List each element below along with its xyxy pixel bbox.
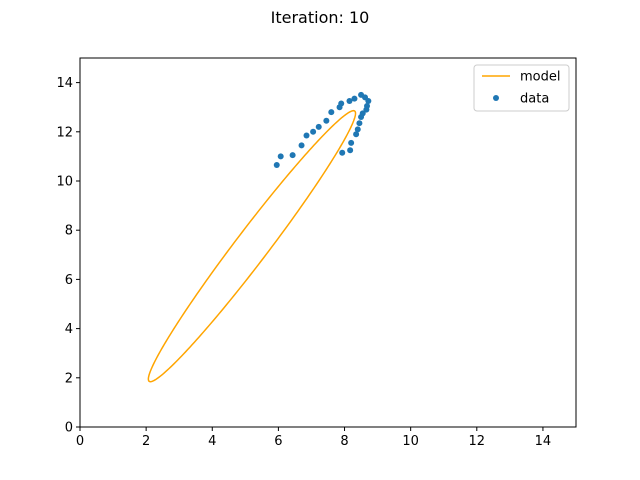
- y-tick-label: 12: [56, 125, 73, 140]
- data-point: [351, 95, 358, 102]
- x-tick-label: 14: [535, 434, 552, 449]
- legend: model data: [473, 64, 570, 112]
- y-axis-ticks: 0 2 4 6 8 10 12 14: [56, 76, 80, 436]
- data-point: [303, 132, 310, 139]
- axes-frame: [79, 57, 577, 428]
- x-tick-label: 6: [274, 434, 282, 449]
- legend-data-label: data: [520, 92, 549, 107]
- data-point: [363, 106, 370, 113]
- model-curve: [147, 109, 357, 383]
- y-tick-label: 0: [65, 421, 73, 436]
- data-point: [365, 98, 372, 105]
- data-point: [354, 126, 361, 133]
- y-tick-label: 6: [65, 273, 73, 288]
- y-tick-label: 10: [56, 175, 73, 190]
- data-point: [273, 162, 280, 169]
- data-point: [358, 114, 365, 121]
- data-point: [356, 120, 363, 127]
- y-tick-label: 2: [65, 371, 73, 386]
- data-point: [323, 117, 330, 124]
- x-tick-label: 8: [340, 434, 348, 449]
- y-tick-label: 8: [65, 224, 73, 239]
- data-point: [277, 153, 284, 160]
- x-tick-label: 0: [76, 434, 84, 449]
- data-point: [348, 139, 355, 146]
- data-point: [353, 131, 360, 138]
- y-tick-label: 4: [65, 322, 73, 337]
- data-points: [273, 91, 372, 169]
- chart-title: Iteration: 10: [271, 8, 370, 27]
- x-tick-label: 2: [142, 434, 150, 449]
- data-point: [347, 147, 354, 154]
- data-point: [338, 100, 345, 107]
- data-point: [310, 128, 317, 135]
- x-axis-ticks: 0 2 4 6 8 10 12 14: [76, 427, 551, 449]
- plot-area: [79, 57, 577, 428]
- x-tick-label: 10: [402, 434, 419, 449]
- x-tick-label: 4: [208, 434, 216, 449]
- data-point: [289, 152, 296, 159]
- data-point: [346, 98, 353, 105]
- legend-model-label: model: [520, 70, 560, 85]
- data-point: [328, 109, 335, 116]
- data-point: [339, 149, 346, 156]
- y-tick-label: 14: [56, 76, 73, 91]
- x-tick-label: 12: [469, 434, 486, 449]
- data-point: [315, 123, 322, 130]
- data-point: [298, 142, 305, 149]
- legend-data-swatch: [493, 95, 499, 101]
